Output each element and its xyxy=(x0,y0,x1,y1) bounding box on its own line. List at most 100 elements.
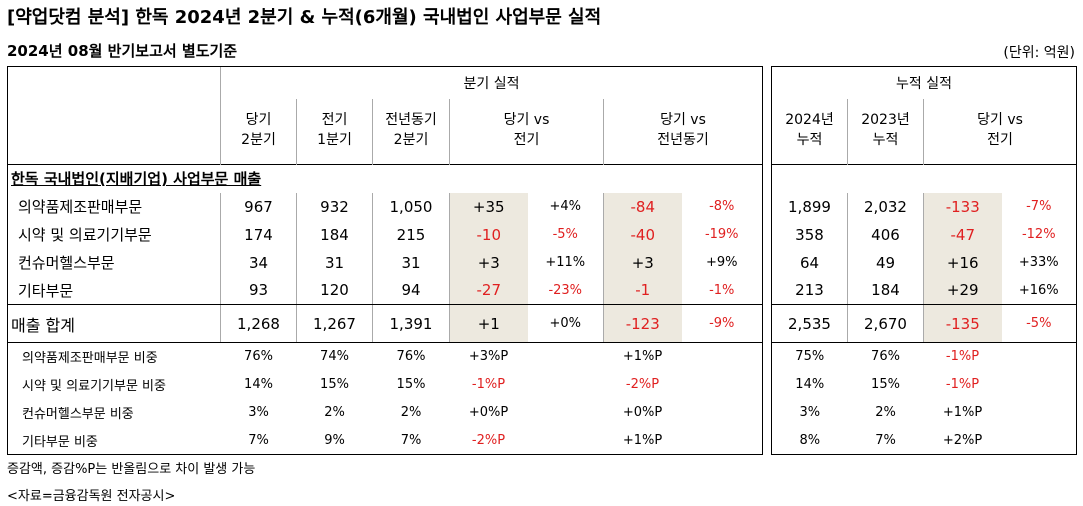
row-label: 컨슈머헬스부문 xyxy=(7,248,221,277)
ratio-q-cur: 76% xyxy=(244,349,273,365)
c-pct-prev: -7% xyxy=(1001,192,1078,221)
c-diff-prev: -47 xyxy=(923,220,1002,249)
q-pct-prev: +11% xyxy=(545,255,586,270)
report-subtitle: 2024년 08월 반기보고서 별도기준 xyxy=(7,42,238,60)
col-header-q-cur: 당기 2분기 xyxy=(220,98,297,159)
q-prev-value: 31 xyxy=(296,248,373,277)
cumulative-group-header: 누적 실적 xyxy=(770,66,1078,99)
ratio-c-diff: -1%P xyxy=(945,377,980,392)
total-pct-prev: +0% xyxy=(527,304,604,343)
col-header-q-vs-prev: 당기 vs 전기 xyxy=(449,98,604,159)
rounding-note: 증감액, 증감%P는 반올림으로 차이 발생 가능 xyxy=(7,462,256,477)
q-cur-value: 967 xyxy=(220,192,297,221)
ratio-diff-prev: -1%P xyxy=(471,377,506,392)
ratio-diff-yoy: +1%P xyxy=(603,426,682,455)
total-c-pct: -5% xyxy=(1001,304,1078,343)
ratio-c-cur: 75% xyxy=(771,342,848,371)
table-row: 컨슈머헬스부문 34 31 31 +3 +11% +3 +9% xyxy=(7,248,763,277)
ratio-diff-yoy: +1%P xyxy=(622,349,663,365)
unit-label: (단위: 억원) xyxy=(1003,45,1075,61)
q-pct-prev: +4% xyxy=(549,199,582,214)
table-row: 358 406 -47 -12% xyxy=(771,220,1078,249)
table-row: 의약품제조판매부문 967 932 1,050 +35 +4% -84 -8% xyxy=(7,192,763,221)
q-diff-yoy: -40 xyxy=(603,220,682,249)
c-diff-prev: +16 xyxy=(923,248,1002,277)
ratio-c-cur: 14% xyxy=(771,370,848,399)
q-yoy-value: 94 xyxy=(372,276,450,305)
ratio-blank xyxy=(1001,426,1078,455)
ratio-diff-prev: -2%P xyxy=(449,426,528,455)
total-pct-yoy: -9% xyxy=(681,304,763,343)
ratio-c-prev: 15% xyxy=(871,377,900,392)
source-note: <자료=금융감독원 전자공시> xyxy=(7,489,176,504)
q-prev-value: 184 xyxy=(296,220,373,249)
ratio-label: 컨슈머헬스부문 비중 xyxy=(7,398,221,427)
q-diff-yoy: -1 xyxy=(603,276,682,305)
ratio-diff-yoy: -2%P xyxy=(625,377,660,392)
q-diff-yoy: -84 xyxy=(603,192,682,221)
q-diff-prev: -27 xyxy=(449,276,528,305)
q-cur-value: 174 xyxy=(220,220,297,249)
c-cur-value: 213 xyxy=(771,276,848,305)
col-header-q-yoy: 전년동기 2분기 xyxy=(372,98,450,159)
table-row: 64 49 +16 +33% xyxy=(771,248,1078,277)
total-c-cur: 2,535 xyxy=(771,304,848,343)
q-pct-yoy: -19% xyxy=(681,220,763,249)
ratio-c-prev: 7% xyxy=(847,426,924,455)
ratio-q-yoy: 7% xyxy=(372,426,450,455)
c-prev-value: 2,032 xyxy=(847,192,924,221)
col-header-c-vs-prev: 당기 vs 전기 xyxy=(922,98,1078,159)
ratio-q-prev: 15% xyxy=(320,377,349,392)
c-prev-value: 49 xyxy=(847,248,924,277)
col-header-c-cur: 2024년 누적 xyxy=(771,98,848,159)
total-q-cur: 1,268 xyxy=(220,304,297,343)
col-header-q-prev: 전기 1분기 xyxy=(296,98,373,159)
ratio-label: 기타부문 비중 xyxy=(7,426,221,455)
ratio-c-prev: 2% xyxy=(875,405,896,420)
q-pct-yoy: -8% xyxy=(681,192,763,221)
page-title: [약업닷컴 분석] 한독 2024년 2분기 & 누적(6개월) 국내법인 사업… xyxy=(7,7,602,28)
table-row: 시약 및 의료기기부문 174 184 215 -10 -5% -40 -19% xyxy=(7,220,763,249)
ratio-blank xyxy=(681,426,763,455)
ratio-c-diff: -1%P xyxy=(945,349,980,365)
ratio-blank xyxy=(1001,342,1078,371)
total-c-prev: 2,670 xyxy=(847,304,924,343)
ratio-row: 8% 7% +2%P xyxy=(771,426,1078,455)
ratio-label: 시약 및 의료기기부문 비중 xyxy=(7,370,221,399)
q-pct-yoy: -1% xyxy=(681,276,763,305)
q-diff-prev: +3 xyxy=(449,248,528,277)
q-cur-value: 34 xyxy=(220,248,297,277)
ratio-q-cur: 14% xyxy=(244,377,273,392)
total-q-yoy: 1,391 xyxy=(372,304,450,343)
ratio-row: 75% 76% -1%P xyxy=(771,342,1078,371)
ratio-q-cur: 7% xyxy=(220,426,297,455)
ratio-diff-yoy: +0%P xyxy=(622,405,663,420)
c-pct-prev: -12% xyxy=(1001,220,1078,249)
ratio-row: 의약품제조판매부문 비중 76% 74% 76% +3%P +1%P xyxy=(7,342,763,371)
q-cur-value: 93 xyxy=(220,276,297,305)
ratio-label: 의약품제조판매부문 비중 xyxy=(7,342,221,371)
ratio-blank xyxy=(681,342,763,371)
total-label: 매출 합계 xyxy=(7,304,221,343)
ratio-blank xyxy=(1001,370,1078,399)
ratio-c-prev: 76% xyxy=(871,349,900,365)
cumulative-table: 누적 실적 2024년 누적 2023년 누적 당기 vs 전기 1,899 2,032… xyxy=(770,66,1078,455)
q-yoy-value: 31 xyxy=(372,248,450,277)
ratio-diff-prev: +0%P xyxy=(468,405,509,420)
c-pct-prev: +16% xyxy=(1001,276,1078,305)
col-header-c-prev: 2023년 누적 xyxy=(847,98,924,159)
c-prev-value: 184 xyxy=(847,276,924,305)
c-cur-value: 64 xyxy=(771,248,848,277)
c-pct-prev: +33% xyxy=(1001,248,1078,277)
q-pct-yoy: +9% xyxy=(681,248,763,277)
q-yoy-value: 1,050 xyxy=(372,192,450,221)
q-diff-prev: -10 xyxy=(449,220,528,249)
q-pct-prev: -23% xyxy=(527,276,604,305)
ratio-diff-prev: +3%P xyxy=(468,349,509,365)
quarter-group-header: 분기 실적 xyxy=(220,66,763,99)
q-prev-value: 120 xyxy=(296,276,373,305)
row-label: 의약품제조판매부문 xyxy=(7,192,221,221)
ratio-q-prev: 2% xyxy=(324,405,345,420)
total-c-diff: -135 xyxy=(923,304,1002,343)
row-label: 기타부문 xyxy=(7,276,221,305)
